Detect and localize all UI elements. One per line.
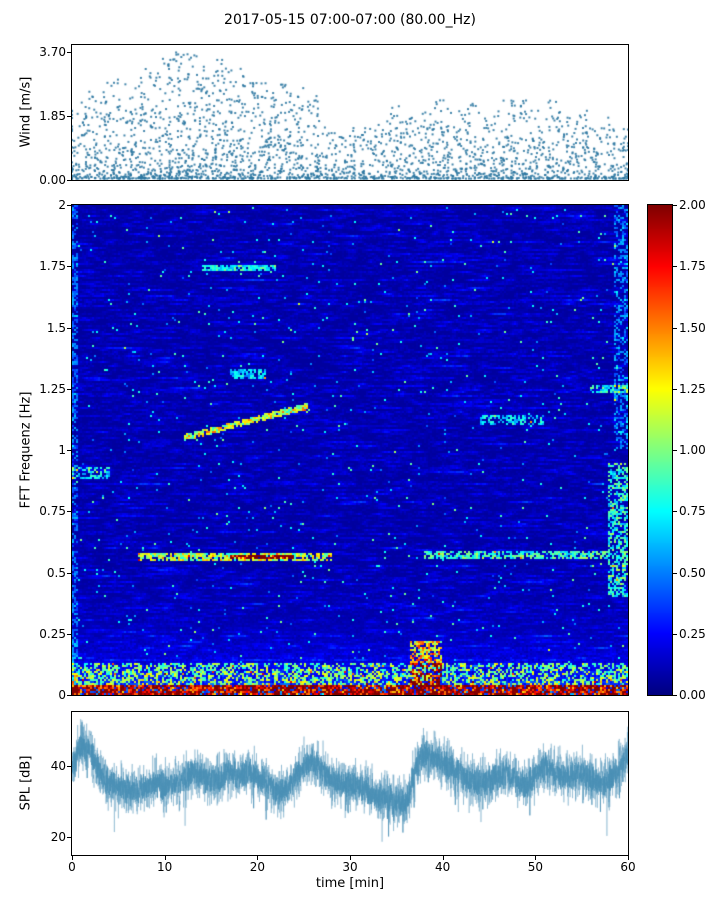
wind-y-axis-label: Wind [m/s]: [18, 76, 34, 148]
colorbar-tick-label: 0.00: [679, 688, 706, 702]
colorbar-tick-mark: [673, 205, 677, 206]
x-axis-label: time [min]: [315, 876, 385, 891]
x-tick-label: 60: [620, 860, 636, 874]
colorbar-tick-mark: [673, 327, 677, 329]
spectrogram-ytick-label: 0.25: [39, 626, 66, 641]
x-tick-mark: [442, 856, 444, 860]
colorbar-tick-mark: [673, 266, 677, 268]
wind-scatter-plot: [71, 44, 629, 181]
spl-y-axis-label: SPL [dB]: [18, 755, 34, 811]
colorbar-tick-label: 1.00: [679, 443, 706, 457]
spectrogram-ytick-label: 1.5: [46, 320, 66, 335]
colorbar-tick-label: 0.75: [679, 504, 706, 519]
x-tick-mark: [257, 856, 259, 860]
colorbar-tick-label: 0.25: [679, 626, 706, 641]
x-tick-label: 50: [527, 860, 543, 874]
x-tick-mark: [164, 856, 166, 860]
spectrogram-ytick-label: 2: [58, 198, 66, 212]
colorbar-tick-label: 0.50: [679, 565, 706, 580]
spectrogram-ytick-label: 0.5: [46, 565, 66, 580]
figure-title: 2017-05-15 07:00-07:00 (80.00_Hz): [224, 12, 476, 28]
spectrogram-y-axis-label: FFT Frequenz [Hz]: [18, 391, 34, 509]
colorbar-tick-mark: [673, 695, 677, 696]
colorbar-tick-label: 2.00: [679, 198, 706, 212]
x-tick-mark: [535, 856, 537, 860]
wind-ytick-label: 3.70: [39, 44, 66, 59]
spectrogram-ytick-label: 0: [58, 688, 66, 702]
x-tick-mark: [628, 856, 629, 860]
colorbar-tick-mark: [673, 450, 677, 451]
x-tick-label: 40: [435, 860, 451, 874]
fft-spectrogram-plot: [71, 204, 629, 696]
colorbar-tick-mark: [673, 511, 677, 513]
x-tick-label: 30: [342, 860, 358, 874]
wind-ytick-label: 0.00: [39, 173, 66, 187]
x-tick-label: 10: [157, 860, 173, 874]
x-tick-mark: [350, 856, 351, 860]
spectrogram-ytick-label: 1.75: [39, 259, 66, 274]
colorbar-tick-label: 1.50: [679, 320, 706, 335]
x-tick-label: 20: [249, 860, 265, 874]
spl-ytick-label: 20: [50, 830, 66, 845]
colorbar: [647, 204, 673, 696]
colorbar-tick-mark: [673, 572, 677, 574]
colorbar-tick-mark: [673, 633, 677, 635]
colorbar-tick-label: 1.75: [679, 259, 706, 274]
colorbar-tick-label: 1.25: [679, 381, 706, 396]
x-tick-mark: [72, 856, 73, 860]
colorbar-tick-mark: [673, 388, 677, 390]
spl-line-plot: [71, 711, 629, 856]
x-tick-label: 0: [68, 860, 76, 874]
